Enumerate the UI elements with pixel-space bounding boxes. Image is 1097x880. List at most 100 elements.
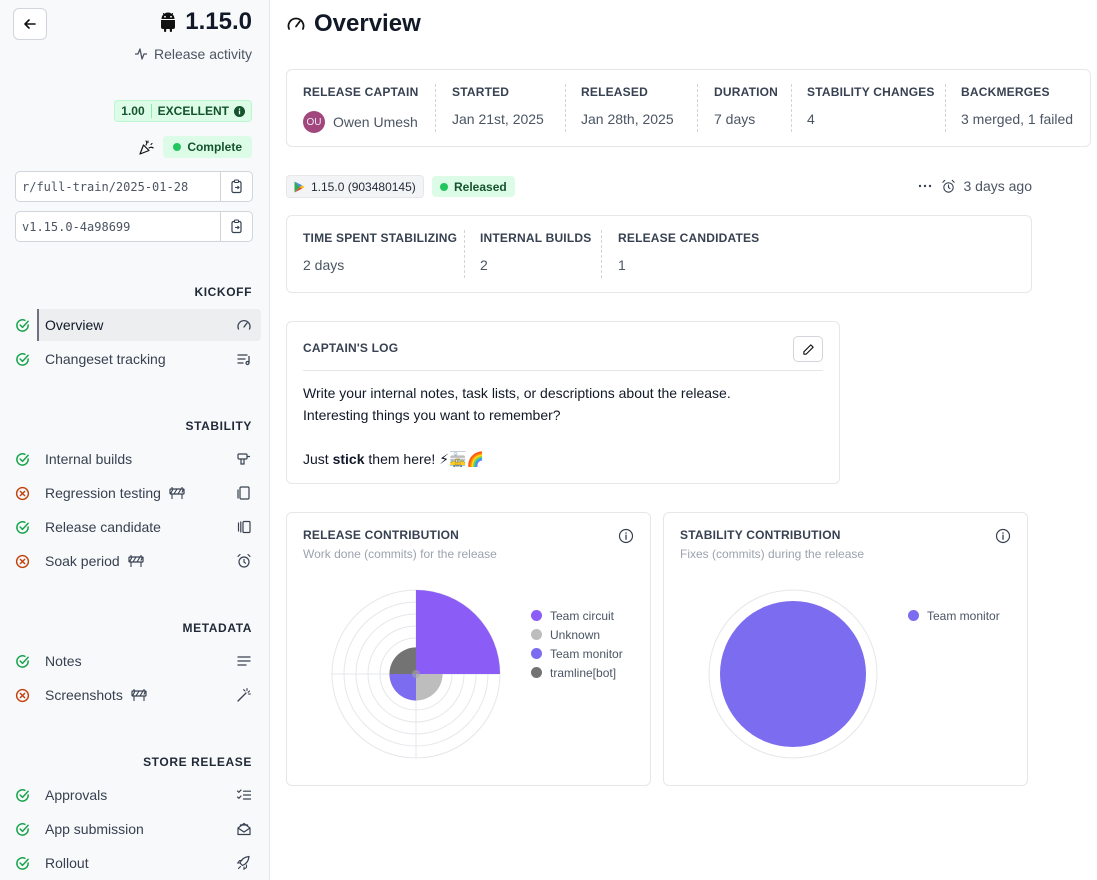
legend-label: Team monitor [550, 646, 623, 661]
sidebar-item-notes[interactable]: Notes [12, 645, 261, 677]
release-version: 1.15.0 [159, 8, 252, 36]
tag-input[interactable]: v1.15.0-4a98699 [15, 211, 221, 242]
legend-label: Team circuit [550, 608, 615, 623]
status-dot [440, 182, 448, 191]
avatar: OU [303, 111, 325, 133]
active-highlight [37, 309, 261, 341]
info-icon[interactable] [995, 528, 1011, 544]
construction-icon [128, 555, 144, 567]
sidebar-item-rollout[interactable]: Rollout [12, 847, 261, 879]
check-circle-icon [13, 350, 31, 368]
release-activity-link[interactable]: Release activity [134, 46, 252, 62]
gallery-icon [235, 519, 253, 535]
build-stats-card: TIME SPENT STABILIZING 2 days INTERNAL B… [286, 215, 1032, 293]
gauge-icon [287, 17, 305, 30]
captains-log-body[interactable]: Write your internal notes, task lists, o… [303, 382, 731, 470]
party-popper-icon [139, 139, 154, 155]
wand-icon [235, 687, 253, 703]
sidebar-item-soak-period[interactable]: Soak period [12, 545, 261, 577]
legend-item[interactable]: Team monitor [908, 606, 1000, 625]
ago-text: 3 days ago [963, 178, 1033, 194]
sidebar-item-internal-builds[interactable]: Internal builds [12, 443, 261, 475]
sidebar-item-label: Approvals [45, 787, 108, 803]
captains-log-card: CAPTAIN'S LOG Write your internal notes,… [286, 321, 840, 484]
stat-heading: RELEASE CAPTAIN [303, 85, 419, 99]
check-circle-icon [13, 518, 31, 536]
section-metadata: METADATA [182, 621, 252, 635]
pencil-icon [802, 343, 814, 355]
more-horizontal-icon[interactable] [917, 178, 933, 194]
polar-slice-team-circuit[interactable] [416, 590, 500, 674]
sidebar-item-approvals[interactable]: Approvals [12, 779, 261, 811]
pie-slice-team-monitor[interactable] [720, 601, 866, 747]
score-value: 1.00 [115, 104, 152, 118]
build-status-text: Released [454, 179, 507, 194]
tag-field: v1.15.0-4a98699 [15, 211, 253, 242]
section-kickoff: KICKOFF [194, 285, 252, 299]
sidebar-item-overview[interactable]: Overview [12, 309, 261, 341]
legend-item[interactable]: Unknown [531, 625, 623, 644]
info-icon[interactable] [618, 528, 634, 544]
x-circle-icon [13, 484, 31, 502]
captains-log-title: CAPTAIN'S LOG [303, 341, 399, 355]
sidebar-item-label: Screenshots [45, 687, 123, 703]
polar-slice-unknown[interactable] [416, 674, 443, 701]
page-title: Overview [286, 10, 421, 38]
stat-heading: STARTED [452, 85, 510, 99]
status-dot [173, 143, 182, 151]
sidebar-item-label: Release candidate [45, 519, 161, 535]
sidebar-item-release-candidate[interactable]: Release candidate [12, 511, 261, 543]
legend-swatch [531, 648, 542, 659]
stat-heading: STABILITY CHANGES [807, 85, 935, 99]
sidebar-item-label: Regression testing [45, 485, 161, 501]
release-summary-card: RELEASE CAPTAIN OU Owen Umesh STARTED Ja… [286, 69, 1091, 147]
legend-item[interactable]: Team monitor [531, 644, 623, 663]
polar-slice-tramline-bot-[interactable] [389, 647, 416, 674]
alarm-icon [235, 553, 253, 569]
branch-field: r/full-train/2025-01-28 [15, 171, 253, 202]
legend-item[interactable]: tramline[bot] [531, 663, 623, 682]
status-badge: Complete [163, 136, 252, 158]
google-play-icon [294, 181, 305, 192]
chart-subtitle: Fixes (commits) during the release [680, 547, 865, 561]
stat-value: 2 days [303, 257, 345, 273]
internal-builds-stat: INTERNAL BUILDS 2 [480, 231, 591, 273]
version-text: 1.15.0 [185, 8, 252, 35]
stat-value: 4 [807, 111, 815, 127]
check-circle-icon [13, 450, 31, 468]
construction-icon [131, 689, 147, 701]
log-line: Write your internal notes, task lists, o… [303, 385, 731, 401]
stat-heading: RELEASED [581, 85, 648, 99]
polar-slice-team-monitor[interactable] [389, 674, 416, 701]
build-pill[interactable]: 1.15.0 (903480145) [286, 175, 424, 198]
tablet-icon [235, 485, 253, 501]
stat-value: 1 [618, 257, 626, 273]
gauge-icon [235, 317, 253, 333]
legend-label: tramline[bot] [550, 665, 617, 680]
edit-log-button[interactable] [793, 336, 823, 362]
back-button[interactable] [13, 8, 47, 40]
stability-changes-stat: STABILITY CHANGES 4 [807, 85, 935, 127]
sidebar-item-app-submission[interactable]: App submission [12, 813, 261, 845]
stat-heading: BACKMERGES [961, 85, 1050, 99]
sidebar-item-regression-testing[interactable]: Regression testing [12, 477, 261, 509]
stat-heading: TIME SPENT STABILIZING [303, 231, 458, 245]
stat-heading: INTERNAL BUILDS [480, 231, 592, 245]
sidebar-item-changeset-tracking[interactable]: Changeset tracking [12, 343, 261, 375]
sidebar-item-label: Notes [45, 653, 82, 669]
legend-item[interactable]: Team circuit [531, 606, 623, 625]
drill-icon [235, 451, 253, 467]
legend-swatch [531, 629, 542, 640]
section-stability: STABILITY [185, 419, 252, 433]
copy-branch-button[interactable] [221, 171, 253, 202]
branch-input[interactable]: r/full-train/2025-01-28 [15, 171, 221, 202]
check-circle-icon [13, 786, 31, 804]
sidebar-item-label: Rollout [45, 855, 89, 871]
log-line: Interesting things you want to remember? [303, 407, 561, 423]
rocket-icon [235, 855, 253, 871]
divider [464, 230, 465, 278]
section-store-release: STORE RELEASE [143, 755, 252, 769]
copy-tag-button[interactable] [221, 211, 253, 242]
sidebar-item-screenshots[interactable]: Screenshots [12, 679, 261, 711]
score-badge[interactable]: 1.00 EXCELLENT [114, 100, 252, 122]
